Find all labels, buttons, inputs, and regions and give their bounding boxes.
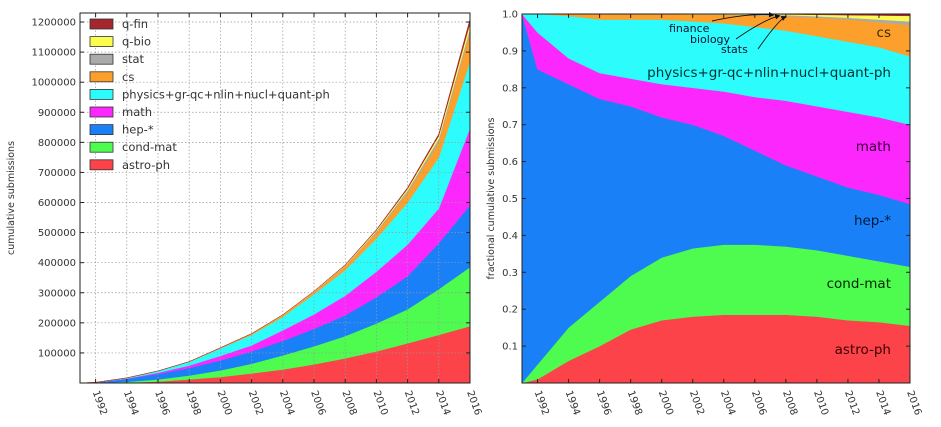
x-tick-label: 2010 [371,389,390,417]
x-tick-label: 2002 [246,389,265,417]
legend-swatch-astro-ph [89,159,114,171]
y-tick-label: 0.2 [502,305,518,316]
x-tick-label: 2004 [277,389,296,417]
y-tick-label: 500000 [38,228,76,239]
y-tick-label: 1.0 [502,10,518,21]
y-tick-label: 1000000 [31,78,76,89]
y-tick-label: 0.1 [502,342,518,353]
x-tick-label: 1992 [532,389,551,417]
y-tick-label: 900000 [38,108,76,119]
x-tick-label: 2014 [873,389,892,417]
y-tick-label: 0.5 [502,194,518,205]
annotation-biology: biology [690,33,731,46]
legend-label-math: math [122,105,152,119]
legend-label-cs: cs [122,70,134,84]
legend-swatch-math [89,106,114,118]
y-tick-label: 200000 [38,318,76,329]
annotation-arrow-finance [711,11,775,22]
x-tick-label: 2006 [308,389,327,417]
x-tick-label: 2002 [687,389,706,417]
x-tick-label: 2008 [780,389,799,417]
legend-label-cond-mat: cond-mat [122,140,177,154]
series-label-cs: cs [877,25,891,41]
y-tick-label: 400000 [38,258,76,269]
annotation-arrow-biology [735,14,781,40]
series-label-cond-mat: cond-mat [827,276,891,292]
y-axis-label: fractional cumulative submissions [486,117,497,279]
y-tick-label: 700000 [38,168,76,179]
x-tick-label: 2006 [749,389,768,417]
legend-label-hep: hep-* [122,123,154,137]
y-tick-label: 0.3 [502,268,518,279]
annotation-stats: stats [721,43,748,56]
legend-label-stat: stat [122,52,145,66]
y-tick-label: 0.8 [502,83,518,94]
legend-label-astro-ph: astro-ph [122,158,170,172]
x-tick-label: 1996 [152,389,171,417]
legend-swatch-stat [89,53,114,65]
x-tick-label: 1996 [594,389,613,417]
x-tick-label: 2000 [656,389,675,417]
x-tick-label: 1994 [563,389,582,417]
legend-label-q-bio: q-bio [122,35,151,49]
legend-swatch-cond-mat [89,141,114,153]
y-tick-label: 0.7 [502,120,518,131]
right-chart: 1992 1994 1996 1998 2000 2002 2004 2006 2008 2010… [486,10,923,417]
x-tick-label: 2016 [904,389,923,417]
series-label-hep: hep-* [854,213,891,229]
y-tick-label: 0.4 [502,231,518,242]
y-tick-label: 0.6 [502,157,518,168]
x-tick-label: 2000 [215,389,234,417]
x-tick-label: 1998 [183,389,202,417]
legend-label-physics-gr-qc-nlin-nucl-quant-ph: physics+gr-qc+nlin+nucl+quant-ph [122,87,330,101]
plot-frame [79,12,471,384]
y-tick-label: 300000 [38,288,76,299]
x-tick-label: 2008 [339,389,358,417]
legend-swatch-cs [89,71,114,83]
x-tick-label: 2012 [842,389,861,417]
y-tick-label: 0.9 [502,46,518,57]
annotation-arrow-stats [757,16,787,50]
y-tick-label: 1200000 [31,18,76,29]
x-tick-label: 1994 [121,389,140,417]
legend-swatch-physics-gr-qc-nlin-nucl-quant-ph [89,89,114,100]
series-label-math: math [856,139,891,155]
y-tick-label: 600000 [38,198,76,209]
series-label-physics-gr-qc-nlin-nucl-quant-ph: physics+gr-qc+nlin+nucl+quant-ph [647,65,891,81]
legend-swatch-q-fin [89,18,114,30]
series-label-astro-ph: astro-ph [835,342,891,358]
x-tick-label: 1998 [625,389,644,417]
y-axis-label: cumulative submissions [6,141,17,255]
y-tick-label: 1100000 [31,48,76,59]
x-tick-label: 2010 [811,389,830,417]
y-tick-label: 100000 [38,348,76,359]
x-tick-label: 1992 [90,389,109,417]
legend-swatch-q-bio [89,36,114,47]
x-tick-label: 2012 [402,389,421,417]
legend-swatch-hep [89,124,114,135]
annotation-finance: finance [669,22,710,35]
x-tick-label: 2016 [464,389,483,417]
y-tick-label: 800000 [38,138,76,149]
legend-label-q-fin: q-fin [122,17,148,31]
x-tick-label: 2004 [718,389,737,417]
x-tick-label: 2014 [433,389,452,417]
left-chart: 1992 1994 1996 1998 2000 2002 2004 2006 2008 2010… [6,12,483,417]
